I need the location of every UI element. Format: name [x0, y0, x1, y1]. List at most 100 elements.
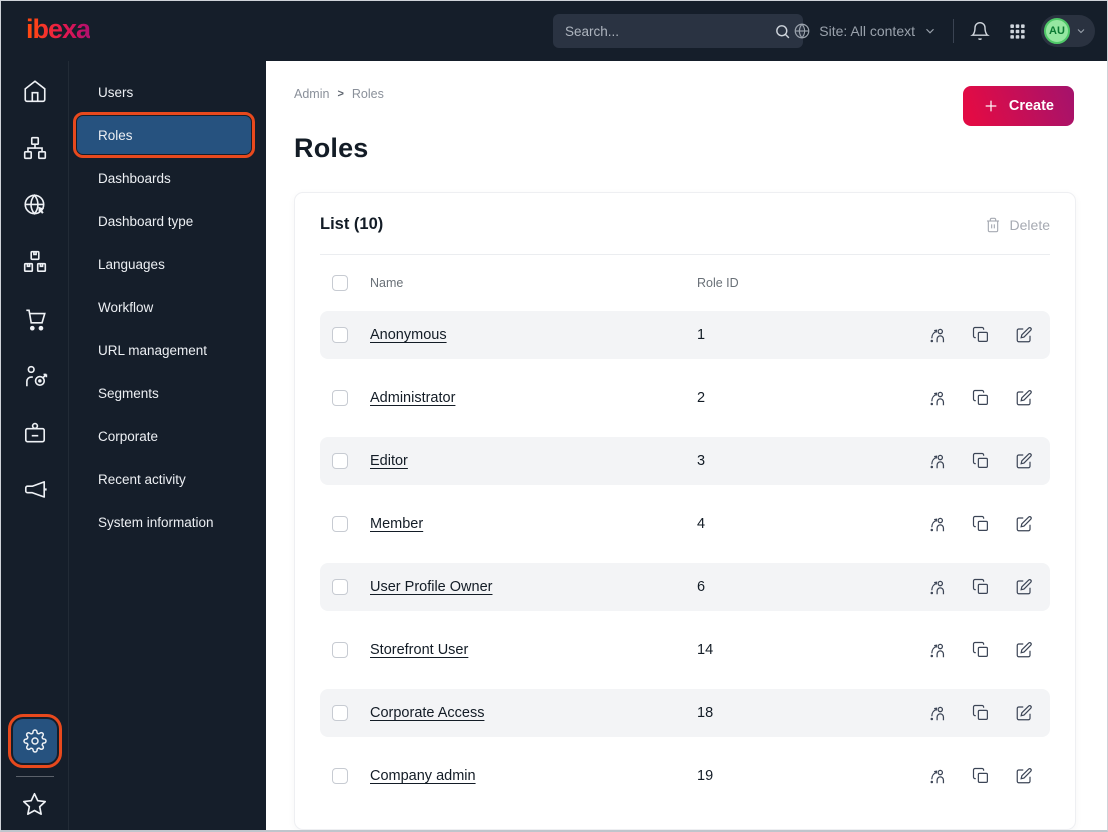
row-checkbox[interactable]	[332, 390, 348, 406]
assign-user-icon[interactable]	[928, 389, 947, 408]
search-icon[interactable]	[774, 23, 791, 40]
plus-icon	[983, 98, 999, 114]
user-menu[interactable]: AU	[1041, 15, 1095, 47]
delete-button[interactable]: Delete	[985, 217, 1050, 233]
assign-user-icon[interactable]	[928, 452, 947, 471]
sidebar-item-segments[interactable]: Segments	[98, 385, 159, 401]
breadcrumb-admin[interactable]: Admin	[294, 87, 330, 101]
sidebar-item-recent-activity[interactable]: Recent activity	[98, 471, 186, 487]
edit-icon[interactable]	[1015, 452, 1033, 470]
sidebar-item-dashboard-type[interactable]: Dashboard type	[98, 213, 194, 229]
role-link[interactable]: Editor	[370, 453, 408, 469]
edit-icon[interactable]	[1015, 515, 1033, 533]
bookmarks-star-icon[interactable]	[18, 787, 52, 821]
role-id: 18	[697, 705, 714, 721]
site-context-selector[interactable]: Site: All context	[793, 22, 937, 40]
role-id: 6	[697, 579, 706, 595]
row-checkbox[interactable]	[332, 642, 348, 658]
role-link[interactable]: Company admin	[370, 768, 476, 784]
role-link[interactable]: Anonymous	[370, 327, 447, 343]
ibexa-logo: ibexa	[26, 14, 91, 44]
product-catalog-icon[interactable]	[18, 245, 52, 279]
assign-user-icon[interactable]	[928, 767, 947, 786]
sidebar-item-corporate[interactable]: Corporate	[98, 428, 159, 444]
create-button-label: Create	[1008, 98, 1054, 114]
role-id: 19	[697, 768, 714, 784]
home-icon[interactable]	[18, 74, 52, 108]
top-bar: ibexa Site: All context	[1, 1, 1107, 61]
role-id: 1	[697, 327, 706, 343]
table-row: User Profile Owner 6	[320, 563, 1050, 611]
commerce-cart-icon[interactable]	[18, 302, 52, 336]
search-input[interactable]	[565, 23, 774, 39]
edit-icon[interactable]	[1015, 578, 1033, 596]
role-id: 2	[697, 390, 706, 406]
copy-icon[interactable]	[972, 389, 990, 407]
admin-gear-icon[interactable]	[7, 714, 62, 768]
table-row: Corporate Access 18	[320, 689, 1050, 737]
row-checkbox[interactable]	[332, 768, 348, 784]
content-tree-icon[interactable]	[18, 131, 52, 165]
role-link[interactable]: Storefront User	[370, 642, 469, 658]
edit-icon[interactable]	[1015, 326, 1033, 344]
row-checkbox[interactable]	[332, 327, 348, 343]
sidebar-item-workflow[interactable]: Workflow	[98, 299, 154, 315]
personalization-target-icon[interactable]	[18, 359, 52, 393]
topbar-right-cluster: Site: All context AU	[793, 1, 1095, 61]
breadcrumb: Admin > Roles	[294, 87, 1107, 101]
assign-user-icon[interactable]	[928, 515, 947, 534]
sidebar-item-languages[interactable]: Languages	[98, 256, 165, 272]
table-row: Storefront User 14	[320, 626, 1050, 674]
roles-list-card: List (10) Delete Name Role ID	[294, 192, 1076, 830]
sidebar-item-users[interactable]: Users	[98, 84, 134, 100]
breadcrumb-separator: >	[337, 88, 344, 100]
assign-user-icon[interactable]	[928, 641, 947, 660]
role-link[interactable]: Administrator	[370, 390, 456, 406]
select-all-checkbox[interactable]	[332, 275, 348, 291]
topbar-divider	[953, 19, 954, 43]
column-header-role-id: Role ID	[697, 276, 739, 290]
marketing-megaphone-icon[interactable]	[18, 473, 52, 507]
edit-icon[interactable]	[1015, 767, 1033, 785]
edit-icon[interactable]	[1015, 704, 1033, 722]
globe-icon	[793, 22, 811, 40]
create-button[interactable]: Create	[962, 86, 1074, 126]
global-search[interactable]	[553, 14, 803, 48]
list-title: List (10)	[320, 215, 384, 233]
row-checkbox[interactable]	[332, 579, 348, 595]
trash-icon	[985, 217, 1001, 233]
app-grid-icon[interactable]	[1008, 22, 1027, 41]
corporate-badge-icon[interactable]	[18, 416, 52, 450]
copy-icon[interactable]	[972, 515, 990, 533]
sidebar-item-url-management[interactable]: URL management	[98, 342, 208, 358]
row-checkbox[interactable]	[332, 705, 348, 721]
copy-icon[interactable]	[972, 578, 990, 596]
table-row: Administrator 2	[320, 374, 1050, 422]
copy-icon[interactable]	[972, 326, 990, 344]
role-id: 14	[697, 642, 714, 658]
row-checkbox[interactable]	[332, 453, 348, 469]
copy-icon[interactable]	[972, 704, 990, 722]
role-link[interactable]: Member	[370, 516, 424, 532]
assign-user-icon[interactable]	[928, 326, 947, 345]
role-link[interactable]: User Profile Owner	[370, 579, 493, 595]
notifications-bell-icon[interactable]	[970, 21, 990, 41]
row-checkbox[interactable]	[332, 516, 348, 532]
table-row: Company admin 19	[320, 752, 1050, 800]
breadcrumb-roles: Roles	[351, 87, 384, 101]
table-row: Editor 3	[320, 437, 1050, 485]
copy-icon[interactable]	[972, 641, 990, 659]
copy-icon[interactable]	[972, 452, 990, 470]
sidebar-item-dashboards[interactable]: Dashboards	[98, 170, 171, 186]
page-title: Roles	[294, 133, 369, 163]
copy-icon[interactable]	[972, 767, 990, 785]
role-link[interactable]: Corporate Access	[370, 705, 485, 721]
site-globe-icon[interactable]	[18, 188, 52, 222]
edit-icon[interactable]	[1015, 641, 1033, 659]
assign-user-icon[interactable]	[928, 704, 947, 723]
edit-icon[interactable]	[1015, 389, 1033, 407]
sidebar-item-roles[interactable]: Roles	[73, 112, 255, 158]
sidebar-item-system-information[interactable]: System information	[98, 514, 214, 530]
assign-user-icon[interactable]	[928, 578, 947, 597]
